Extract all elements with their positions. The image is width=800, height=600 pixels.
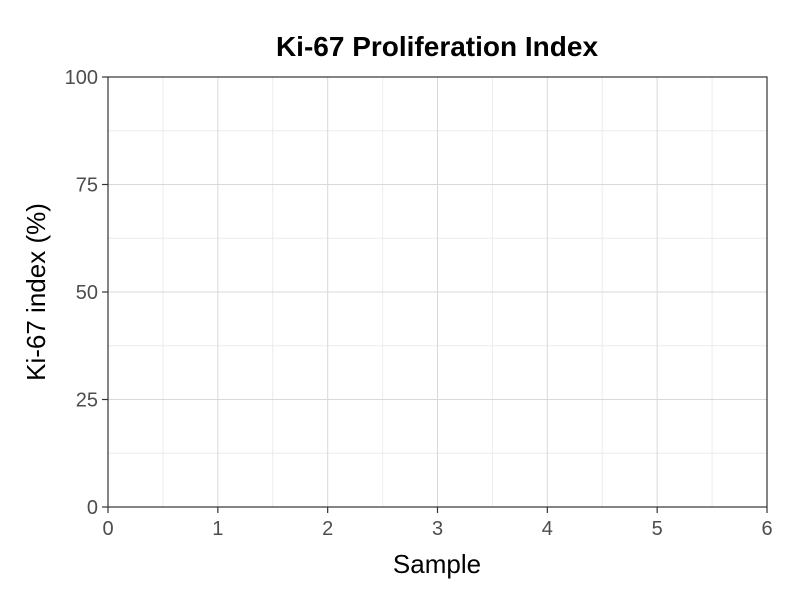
x-tick-label: 1 — [212, 518, 223, 540]
x-tick-label: 0 — [102, 518, 113, 540]
chart-title: Ki-67 Proliferation Index — [276, 31, 598, 62]
y-axis-label: Ki-67 index (%) — [21, 203, 51, 381]
y-tick-label: 75 — [76, 175, 98, 197]
x-tick-label: 2 — [322, 518, 333, 540]
y-tick-label: 0 — [87, 497, 98, 519]
tick-labels: 0 1 2 3 4 5 6 0 25 50 75 100 — [65, 67, 773, 540]
y-tick-label: 50 — [76, 282, 98, 304]
x-tick-label: 6 — [761, 518, 772, 540]
y-tick-label: 100 — [65, 67, 98, 89]
y-tick-label: 25 — [76, 390, 98, 412]
x-axis-label: Sample — [393, 549, 481, 579]
x-tick-label: 4 — [542, 518, 553, 540]
axis-ticks — [102, 76, 768, 513]
x-tick-label: 5 — [652, 518, 663, 540]
x-tick-label: 3 — [432, 518, 443, 540]
